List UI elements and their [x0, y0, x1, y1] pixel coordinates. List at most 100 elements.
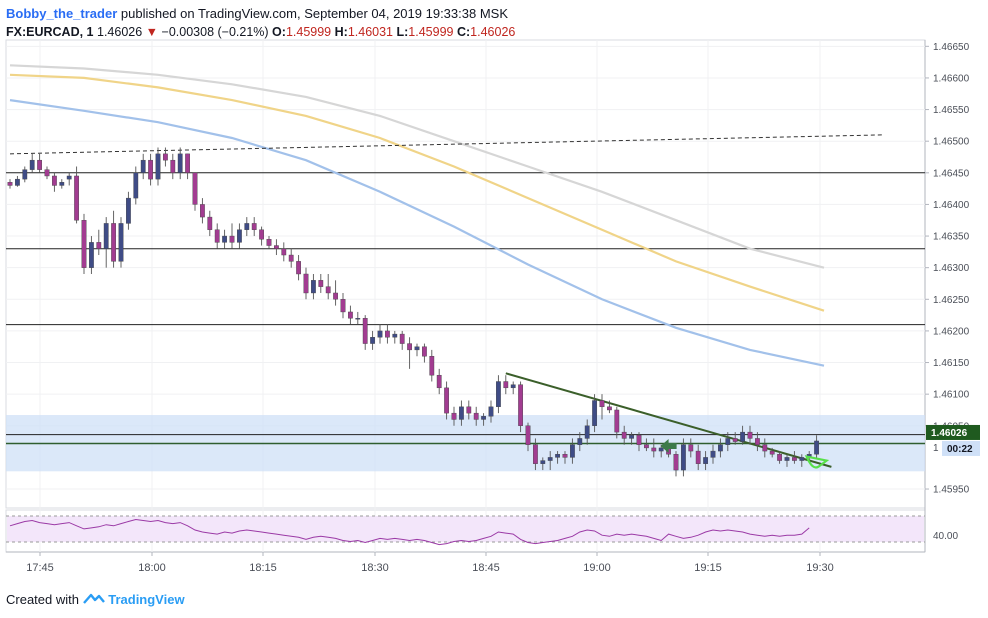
time-axis[interactable]: 17:45 18:00 18:15 18:30 18:45 19:00 19:15 19:30 [26, 552, 834, 574]
candle[interactable] [488, 400, 494, 423]
candle[interactable] [636, 432, 642, 452]
candle[interactable] [592, 394, 598, 433]
candle[interactable] [355, 311, 361, 325]
candle[interactable] [414, 343, 420, 357]
candle[interactable] [59, 179, 65, 189]
candle[interactable] [14, 175, 20, 187]
candle[interactable] [125, 191, 131, 230]
candle[interactable] [222, 229, 227, 249]
tradingview-brand[interactable]: TradingView [108, 592, 185, 607]
candle[interactable] [799, 454, 805, 467]
candle[interactable] [199, 198, 205, 224]
candle[interactable] [52, 172, 57, 192]
candle[interactable] [74, 166, 80, 224]
candle[interactable] [695, 444, 701, 471]
candle[interactable] [148, 153, 153, 186]
candle[interactable] [658, 444, 664, 458]
candle[interactable] [547, 451, 553, 471]
candle[interactable] [473, 406, 479, 426]
candle[interactable] [214, 223, 220, 249]
candle[interactable] [599, 394, 605, 420]
candle[interactable] [251, 217, 257, 237]
candle[interactable] [103, 217, 109, 268]
candle[interactable] [466, 400, 472, 420]
candle[interactable] [37, 153, 43, 173]
candle[interactable] [651, 438, 657, 458]
candle[interactable] [436, 368, 442, 395]
candle[interactable] [348, 305, 353, 325]
candle[interactable] [525, 422, 531, 452]
candle[interactable] [570, 438, 575, 464]
author-name[interactable]: Bobby_the_trader [6, 6, 118, 21]
candle[interactable] [118, 217, 124, 268]
price-axis[interactable]: 1.46650 1.46600 1.46550 1.46500 1.46450 1.464… [925, 42, 980, 542]
candle[interactable] [66, 172, 72, 186]
rsi-line[interactable] [9, 518, 810, 546]
candle[interactable] [362, 315, 368, 350]
candle[interactable] [229, 223, 235, 249]
candle[interactable] [407, 337, 412, 369]
candle[interactable] [266, 236, 272, 249]
candle[interactable] [755, 432, 760, 452]
candle[interactable] [444, 381, 449, 420]
candle[interactable] [7, 179, 13, 189]
candle[interactable] [681, 438, 686, 477]
candle[interactable] [562, 451, 568, 464]
candle[interactable] [340, 292, 346, 319]
candle[interactable] [718, 438, 723, 458]
candle[interactable] [644, 438, 649, 452]
candle[interactable] [44, 166, 50, 180]
candle[interactable] [510, 381, 516, 395]
candle[interactable] [814, 435, 820, 459]
candle[interactable] [762, 438, 768, 458]
candle[interactable] [155, 147, 161, 186]
candle[interactable] [311, 274, 316, 300]
candle[interactable] [385, 324, 390, 344]
candle[interactable] [429, 349, 435, 382]
candle[interactable] [177, 147, 183, 180]
candle[interactable] [688, 438, 694, 458]
price-chart[interactable]: 1.46650 1.46600 1.46550 1.46500 1.46450 1.464… [0, 0, 988, 590]
dashed-trendline[interactable] [9, 134, 884, 155]
rsi-pane[interactable] [6, 515, 925, 546]
trendlines[interactable] [9, 134, 884, 468]
candle[interactable] [784, 454, 790, 467]
candle[interactable] [747, 425, 753, 445]
candle[interactable] [318, 274, 324, 293]
candle[interactable] [732, 432, 738, 445]
candle[interactable] [518, 381, 524, 433]
candle[interactable] [111, 210, 117, 268]
candle[interactable] [451, 406, 457, 426]
candle[interactable] [673, 451, 679, 477]
candle[interactable] [325, 274, 331, 300]
candle[interactable] [370, 330, 375, 350]
candle[interactable] [422, 343, 427, 363]
candle[interactable] [162, 147, 168, 167]
candle[interactable] [629, 432, 635, 445]
candle[interactable] [274, 239, 279, 256]
candle[interactable] [281, 242, 287, 262]
candle[interactable] [303, 267, 309, 300]
candle[interactable] [607, 400, 612, 414]
candle[interactable] [540, 457, 546, 471]
candle[interactable] [792, 451, 797, 464]
candle[interactable] [170, 153, 176, 180]
candle[interactable] [333, 280, 338, 306]
candle[interactable] [244, 217, 250, 237]
candle[interactable] [22, 166, 28, 183]
candle[interactable] [140, 153, 146, 180]
candle[interactable] [777, 451, 783, 464]
candle[interactable] [459, 400, 464, 426]
candle[interactable] [503, 375, 509, 395]
candlesticks[interactable] [7, 147, 820, 477]
candle[interactable] [185, 153, 190, 180]
candle[interactable] [703, 451, 709, 471]
candle[interactable] [496, 375, 501, 414]
candle[interactable] [399, 330, 405, 350]
candle[interactable] [740, 425, 746, 445]
candle[interactable] [192, 172, 198, 211]
candle[interactable] [725, 432, 731, 452]
candle[interactable] [81, 213, 87, 274]
candle[interactable] [577, 432, 583, 452]
descending-trendline[interactable] [505, 372, 832, 468]
